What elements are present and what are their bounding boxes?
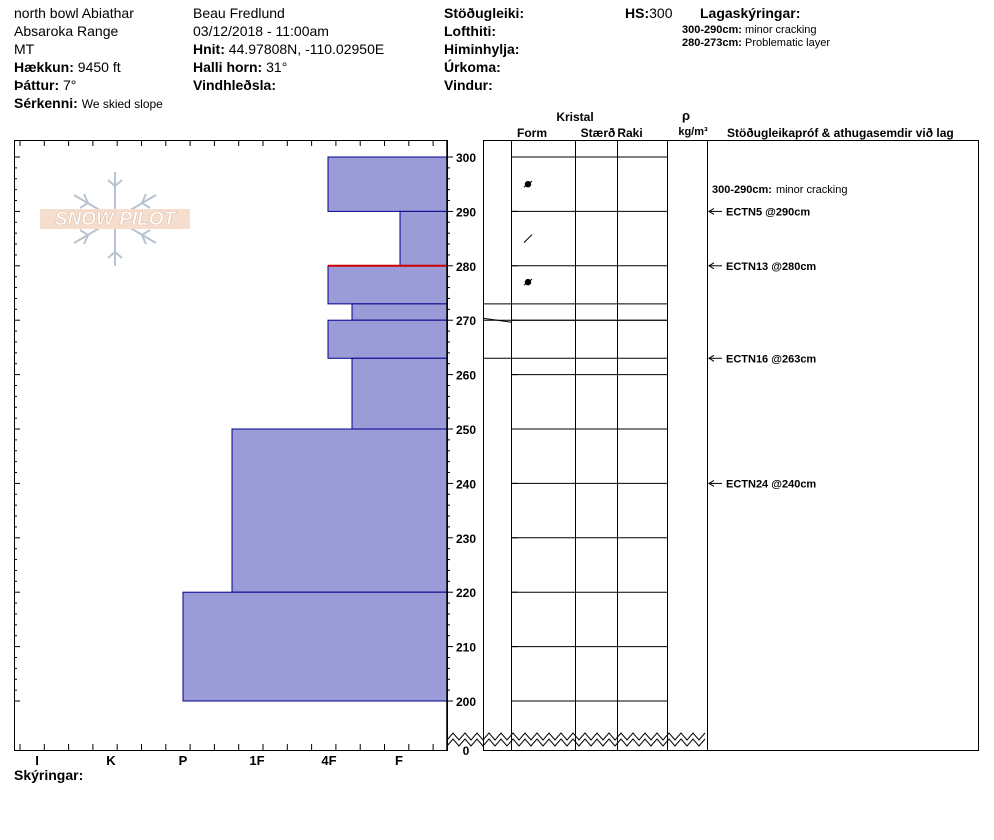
- test-arrowhead-icon: [708, 207, 715, 215]
- elevation-value: 9450 ft: [77, 59, 121, 75]
- stability-test-label: ECTN13 @280cm: [726, 261, 816, 273]
- coords-value: 44.97808N, -110.02950E: [228, 41, 385, 57]
- coordinates: Hnit: 44.97808N, -110.02950E: [193, 40, 384, 58]
- layer-frame: [483, 140, 979, 751]
- depth-tick-label: 290: [456, 205, 476, 219]
- crystal-header: Kristal: [556, 110, 593, 124]
- air-temp-label: Lofthiti:: [444, 23, 497, 39]
- hardness-tick-label: 1F: [249, 753, 264, 768]
- snowpilot-logo: SNOW PILOT: [40, 172, 190, 266]
- location-name: north bowl Abiathar: [14, 5, 134, 21]
- depth-tick-label: 250: [456, 423, 476, 437]
- layer-note-1: 300-290cm: minor cracking: [682, 24, 817, 37]
- aspect: Þáttur: 7°: [14, 76, 76, 94]
- stability-tests: ECTN5 @290cm ECTN13 @280cm ECTN16 @263cm EC…: [708, 206, 816, 490]
- size-header: Stærð: [581, 126, 616, 140]
- notes-label: Sérkenni:: [14, 95, 78, 111]
- wind-loading-label: Vindhleðsla:: [193, 77, 276, 93]
- stability-test-label: ECTN16 @263cm: [726, 353, 816, 365]
- stability-label: Stöðugleiki:: [444, 5, 525, 21]
- depth-tick-label: 270: [456, 314, 476, 328]
- hardness-tick-label: I: [35, 753, 39, 768]
- depth-tick-label: 280: [456, 260, 476, 274]
- layer-note-1-range: 300-290cm:: [682, 24, 742, 36]
- axis-break-lower: [446, 738, 706, 747]
- hardness-bar: [351, 357, 448, 430]
- coords-label: Hnit:: [193, 41, 225, 57]
- rounded-grain-stroke: [523, 180, 533, 188]
- logo-banner: [40, 209, 190, 229]
- layer-note-1-text: minor cracking: [745, 24, 817, 36]
- hs-label: HS:: [625, 5, 650, 21]
- decomposing-grain-icon: [523, 234, 533, 243]
- hardness-bar: [231, 428, 448, 593]
- hs-value: 300: [649, 5, 673, 21]
- observation-datetime: 03/12/2018 - 11:00am: [193, 23, 329, 39]
- axis-break-upper: [446, 732, 706, 741]
- crystal-forms: [523, 180, 533, 286]
- sky-cover-label: Himinhylja:: [444, 41, 520, 57]
- hardness-bars: [182, 156, 448, 702]
- hardness-tick-label: K: [106, 753, 116, 768]
- hardness-tick-label: P: [179, 753, 188, 768]
- tests-header: Stöðugleikapróf & athugasemdir við lag: [727, 126, 954, 140]
- notes-value: We skied slope: [81, 97, 163, 111]
- slope-value: 31°: [266, 59, 288, 75]
- elevation-label: Hækkun:: [14, 59, 74, 75]
- layer-comment-1-text: minor cracking: [776, 184, 848, 196]
- test-arrowhead-icon: [708, 262, 715, 270]
- layer-note-2: 280-273cm: Problematic layer: [682, 37, 830, 50]
- notes: Sérkenni: We skied slope: [14, 94, 163, 113]
- hardness-tick-label: F: [395, 753, 403, 768]
- logo-text: SNOW PILOT: [55, 209, 177, 230]
- stability-test-label: ECTN24 @240cm: [726, 478, 816, 490]
- depth-tick-label: 260: [456, 369, 476, 383]
- snow-height: HS:300: [625, 4, 672, 22]
- hardness-tick-label: 4F: [321, 753, 336, 768]
- hardness-bar: [351, 303, 448, 321]
- test-arrowhead-icon: [708, 354, 715, 362]
- moisture-header: Raki: [617, 126, 642, 140]
- depth-tick-label: 230: [456, 532, 476, 546]
- hardness-bar: [327, 319, 448, 359]
- depth-tick-label: 240: [456, 477, 476, 491]
- slope-angle: Halli horn: 31°: [193, 58, 287, 76]
- form-header: Form: [517, 126, 547, 140]
- elevation: Hækkun: 9450 ft: [14, 58, 121, 76]
- rounded-grain-stroke: [523, 278, 533, 286]
- layer-comment-1: 300-290cm: minor cracking: [712, 184, 847, 196]
- layer-comment-1-range: 300-290cm:: [712, 184, 772, 196]
- mountain-range: Absaroka Range: [14, 23, 119, 39]
- remarks-label: Skýringar:: [14, 767, 84, 783]
- test-arrowhead-icon: [708, 479, 715, 487]
- depth-tick-label: 220: [456, 586, 476, 600]
- state: MT: [14, 41, 35, 57]
- slope-label: Halli horn:: [193, 59, 263, 75]
- layer-note-2-range: 280-273cm:: [682, 37, 742, 49]
- depth-tick-label: 200: [456, 695, 476, 709]
- observer-name: Beau Fredlund: [193, 5, 285, 21]
- density-unit-header: kg/m³: [678, 126, 708, 138]
- layer-connector: [482, 317, 512, 323]
- stability-test-label: ECTN5 @290cm: [726, 206, 810, 218]
- rho-header: ρ: [682, 108, 690, 123]
- hardness-bar: [327, 265, 448, 305]
- wind-label: Vindur:: [444, 77, 493, 93]
- depth-tick-label: 0: [463, 744, 470, 758]
- hardness-bar: [182, 591, 448, 702]
- aspect-value: 7°: [63, 77, 77, 93]
- aspect-label: Þáttur:: [14, 77, 60, 93]
- layer-notes-label: Lagaskýringar:: [700, 5, 801, 21]
- depth-tick-label: 300: [456, 151, 476, 165]
- precipitation-label: Úrkoma:: [444, 59, 501, 75]
- hardness-bar: [399, 210, 448, 267]
- layer-note-2-text: Problematic layer: [745, 37, 830, 49]
- hardness-bar: [327, 156, 448, 212]
- depth-tick-label: 210: [456, 641, 476, 655]
